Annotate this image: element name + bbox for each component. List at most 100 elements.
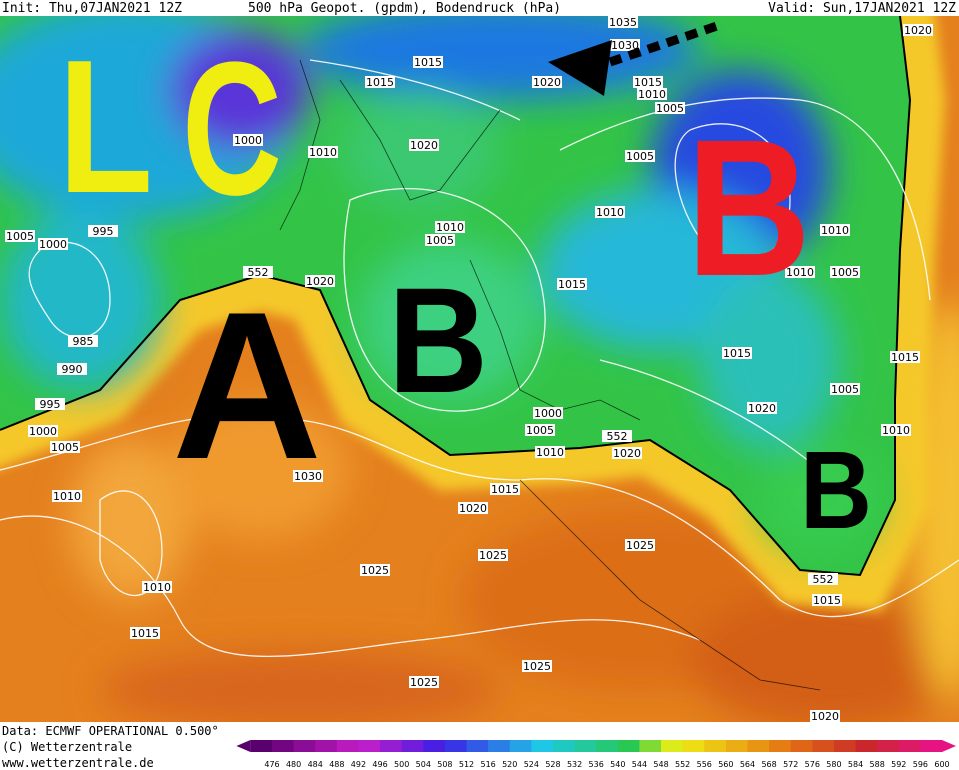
colorbar-cell xyxy=(336,740,359,752)
isobar-label-bg xyxy=(595,206,625,218)
colorbar-label: 524 xyxy=(524,760,539,769)
colorbar-label: 504 xyxy=(416,760,431,769)
isobar-label: 1005 xyxy=(51,441,79,454)
annotation-l: L xyxy=(58,21,153,233)
isobar-label: 1010 xyxy=(786,266,814,279)
isobar-label: 1010 xyxy=(53,490,81,503)
colorbar-cell xyxy=(639,740,662,752)
isobar-label-bg xyxy=(625,539,655,551)
colorbar-label: 500 xyxy=(394,760,409,769)
isobar-label: 1005 xyxy=(626,150,654,163)
isobar-label-bg xyxy=(612,447,642,459)
isobar-label-bg xyxy=(130,627,160,639)
isobar-label: 1005 xyxy=(831,266,859,279)
isobar-label: 985 xyxy=(73,335,94,348)
colorbar-label: 580 xyxy=(826,760,841,769)
isobar-label-bg xyxy=(5,230,35,242)
isobar-label: 1015 xyxy=(813,594,841,607)
colorbar-cell xyxy=(531,740,554,752)
isobar-label: 1015 xyxy=(491,483,519,496)
annotation-b-east: B xyxy=(800,429,872,552)
isobar-label: 995 xyxy=(93,225,114,238)
isobar-label-bg xyxy=(830,266,860,278)
isobar-label: 1000 xyxy=(234,134,262,147)
colorbar-label: 548 xyxy=(653,760,668,769)
isobar-label-bg xyxy=(293,470,323,482)
isobar-label: 1005 xyxy=(6,230,34,243)
isobar-label-bg xyxy=(365,76,395,88)
colorbar-cell xyxy=(833,740,857,752)
isobar-label-bg xyxy=(903,24,933,36)
isobar-label: 1025 xyxy=(523,660,551,673)
colorbar-cell xyxy=(293,740,316,752)
footer-data: Data: ECMWF OPERATIONAL 0.500° xyxy=(2,724,219,738)
isobar-label-bg xyxy=(458,502,488,514)
isobar-label-bg xyxy=(409,676,439,688)
colorbar-label: 528 xyxy=(545,760,560,769)
colorbar-label: 584 xyxy=(848,760,863,769)
isobar-label-bg xyxy=(50,441,80,453)
colorbar-cell xyxy=(509,740,532,752)
isobar-label: 552 xyxy=(607,430,628,443)
isobar-label-bg xyxy=(52,490,82,502)
arrow xyxy=(548,20,722,96)
isobar-label: 1015 xyxy=(558,278,586,291)
isobar-label: 1020 xyxy=(904,24,932,37)
colorbar-label: 476 xyxy=(264,760,279,769)
colorbar-cell xyxy=(769,740,792,752)
colorbar-cell xyxy=(444,740,468,752)
isobar-label: 1010 xyxy=(536,446,564,459)
colorbar-label: 532 xyxy=(567,760,582,769)
isobar-label-bg xyxy=(233,134,263,146)
isobar-label: 1030 xyxy=(294,470,322,483)
isobar-label: 1030 xyxy=(611,39,639,52)
isobar-label: 1015 xyxy=(723,347,751,360)
isobar-label: 1015 xyxy=(414,56,442,69)
colorbar-label: 492 xyxy=(351,760,366,769)
colorbar-label: 544 xyxy=(632,760,647,769)
colorbar-cell xyxy=(423,740,446,752)
footer-url: www.wetterzentrale.de xyxy=(2,756,154,770)
isobar-label: 1010 xyxy=(882,424,910,437)
isobar-label-bg xyxy=(522,660,552,672)
isobar-label-bg xyxy=(881,424,911,436)
isobar-label-bg xyxy=(308,146,338,158)
isobar-label-bg xyxy=(557,278,587,290)
isobar-label-bg xyxy=(747,402,777,414)
isobar-label: 1025 xyxy=(626,539,654,552)
isobar-label: 1020 xyxy=(459,502,487,515)
isobar-label-bg xyxy=(142,581,172,593)
colorbar-cell xyxy=(790,740,813,752)
colorbar-label: 536 xyxy=(589,760,604,769)
isobar-label-bg xyxy=(610,39,640,51)
colorbar: 476 480 484 488 492 496 500 504 508 512 516 520 524 5… xyxy=(236,740,956,769)
colorbar-cell xyxy=(250,740,273,752)
colorbar-cell xyxy=(552,740,576,752)
isobar-label-bg xyxy=(890,351,920,363)
isobar-label-bg xyxy=(88,225,118,237)
colorbar-label: 588 xyxy=(870,760,885,769)
colorbar-label: 516 xyxy=(480,760,495,769)
isobar-label-bg xyxy=(810,710,840,722)
isobar-label-bg xyxy=(478,549,508,561)
isobar-label-bg xyxy=(532,76,562,88)
isobar-label-bg xyxy=(785,266,815,278)
isobar-label: 1015 xyxy=(891,351,919,364)
isobar-label: 1020 xyxy=(748,402,776,415)
isobar-label: 1020 xyxy=(306,275,334,288)
isobar-label-bg xyxy=(490,483,520,495)
colorbar-label: 508 xyxy=(437,760,452,769)
isobar-label: 1020 xyxy=(811,710,839,723)
isobar-label-bg xyxy=(808,573,838,585)
init-time: Init: Thu,07JAN2021 12Z xyxy=(2,1,182,16)
isobar-label: 1010 xyxy=(638,88,666,101)
colorbar-cell xyxy=(725,740,748,752)
colorbar-label: 488 xyxy=(329,760,344,769)
isobar-label-bg xyxy=(425,234,455,246)
colorbar-label: 576 xyxy=(805,760,820,769)
colorbar-cell xyxy=(661,740,684,752)
isobar-labels: 1015101510201035103010151010100510201000… xyxy=(5,16,933,723)
colorbar-cell xyxy=(747,740,770,752)
isobar-label-bg xyxy=(409,139,439,151)
colorbar-label: 592 xyxy=(891,760,906,769)
